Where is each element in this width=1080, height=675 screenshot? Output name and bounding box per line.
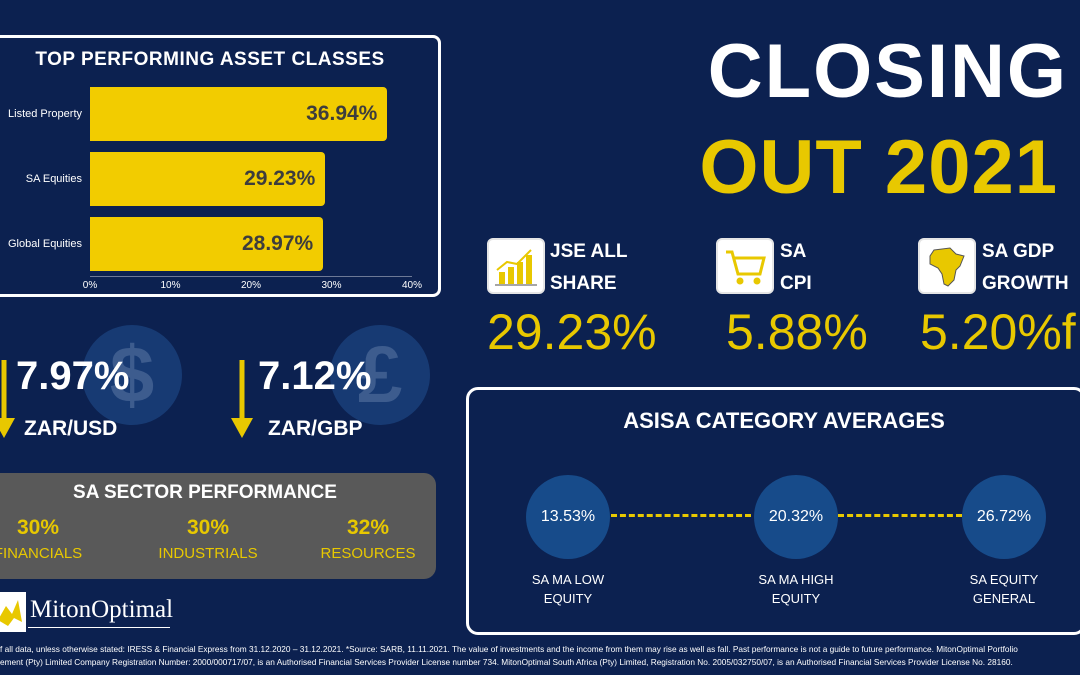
jse-value: 29.23%	[487, 304, 657, 360]
x-tick-label: 30%	[321, 280, 342, 291]
bar-category-label: Listed Property	[8, 108, 82, 120]
asisa-label-line1: SA EQUITY	[969, 572, 1039, 587]
asisa-high-equity-label: SA MA HIGH EQUITY	[726, 570, 866, 608]
cpi-label-line1: SA	[780, 241, 807, 262]
logo-underline	[28, 627, 170, 628]
cpi-value: 5.88%	[726, 304, 868, 360]
sector-financials-label: FINANCIALS	[0, 545, 83, 562]
gdp-label-line1: SA GDP	[982, 241, 1055, 262]
x-axis-line	[90, 276, 412, 277]
bar-category-label: SA Equities	[25, 173, 82, 185]
sector-title: SA SECTOR PERFORMANCE	[73, 482, 337, 503]
jse-label: JSE ALL SHARE	[550, 236, 627, 300]
x-tick-label: 40%	[401, 280, 422, 291]
footer-disclaimer-line2: ement (Pty) Limited Company Registration…	[0, 657, 1013, 667]
sector-resources-label: RESOURCES	[320, 545, 416, 562]
zar-gbp-label: ZAR/GBP	[268, 417, 363, 440]
title-closing: CLOSING	[707, 29, 1068, 114]
sector-industrials-value: 30%	[186, 516, 230, 539]
asset-classes-panel	[0, 35, 441, 297]
x-tick-label: 10%	[160, 280, 181, 291]
asset-classes-title: TOP PERFORMING ASSET CLASSES	[35, 49, 385, 70]
arrow-down-icon	[0, 360, 15, 438]
asisa-low-equity-label: SA MA LOW EQUITY	[498, 570, 638, 608]
sector-panel	[0, 473, 436, 579]
gdp-value: 5.20%f	[920, 304, 1076, 360]
asisa-title: ASISA CATEGORY AVERAGES	[623, 408, 945, 433]
asisa-equity-general-circle: 26.72%	[962, 475, 1046, 559]
company-logo-text: MitonOptimal	[30, 596, 174, 623]
cpi-label-line2: CPI	[780, 273, 812, 294]
pound-icon: £	[330, 325, 430, 425]
dollar-icon: $	[82, 325, 182, 425]
asisa-equity-general-label: SA EQUITY GENERAL	[934, 570, 1074, 608]
asisa-label-line2: EQUITY	[771, 591, 821, 606]
arrow-down-icon	[231, 360, 253, 438]
asisa-high-equity-circle: 20.32%	[754, 475, 838, 559]
asisa-label-line2: GENERAL	[972, 591, 1036, 606]
gdp-label: SA GDP GROWTH	[982, 236, 1069, 300]
bar-value-label: 29.23%	[244, 167, 316, 190]
sector-financials-value: 30%	[16, 516, 60, 539]
zar-usd-label: ZAR/USD	[24, 417, 118, 440]
jse-label-line1: JSE ALL	[550, 241, 628, 262]
zar-gbp-value: 7.12%	[258, 354, 372, 398]
dashed-connector	[838, 514, 962, 517]
bar-sa-equities: 29.23%	[90, 152, 326, 206]
x-tick-label: 0%	[82, 280, 98, 291]
africa-map-icon	[918, 238, 976, 294]
asisa-low-equity-circle: 13.53%	[526, 475, 610, 559]
bar-listed-property: 36.94%	[90, 87, 388, 141]
title-out-2021: OUT 2021	[699, 125, 1058, 210]
logo-mark-icon	[0, 592, 26, 632]
asisa-label-line1: SA MA LOW	[531, 572, 605, 587]
bar-value-label: 36.94%	[306, 102, 378, 125]
dashed-connector	[611, 514, 751, 517]
jse-label-line2: SHARE	[550, 273, 617, 294]
bar-chart-growth-icon	[487, 238, 545, 294]
zar-usd-value: 7.97%	[16, 354, 130, 398]
asisa-label-line1: SA MA HIGH	[758, 572, 834, 587]
x-tick-label: 20%	[240, 280, 261, 291]
bar-value-label: 28.97%	[241, 232, 314, 255]
footer-disclaimer-line1: f all data, unless otherwise stated: IRE…	[0, 644, 1018, 654]
bar-global-equities: 28.97%	[90, 217, 324, 271]
shopping-cart-icon	[716, 238, 774, 294]
asisa-panel	[466, 387, 1080, 635]
bar-category-label: Global Equities	[8, 238, 82, 250]
sector-resources-value: 32%	[346, 516, 390, 539]
cpi-label: SA CPI	[780, 236, 812, 300]
asisa-label-line2: EQUITY	[543, 591, 593, 606]
gdp-label-line2: GROWTH	[982, 273, 1069, 294]
sector-industrials-label: INDUSTRIALS	[158, 545, 258, 562]
